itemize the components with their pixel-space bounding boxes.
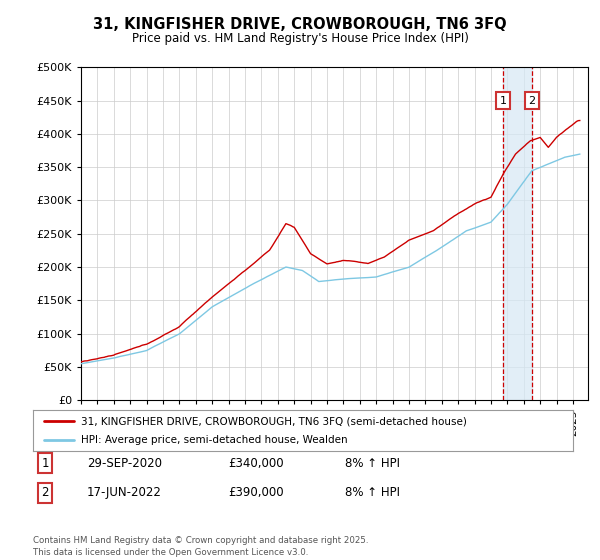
Text: Price paid vs. HM Land Registry's House Price Index (HPI): Price paid vs. HM Land Registry's House …	[131, 32, 469, 45]
Text: 8% ↑ HPI: 8% ↑ HPI	[345, 456, 400, 470]
Text: £390,000: £390,000	[228, 486, 284, 500]
Text: 29-SEP-2020: 29-SEP-2020	[87, 456, 162, 470]
Text: 1: 1	[500, 96, 507, 105]
Text: 31, KINGFISHER DRIVE, CROWBOROUGH, TN6 3FQ: 31, KINGFISHER DRIVE, CROWBOROUGH, TN6 3…	[93, 17, 507, 32]
Text: 2: 2	[41, 486, 49, 500]
Text: 1: 1	[41, 456, 49, 470]
Text: HPI: Average price, semi-detached house, Wealden: HPI: Average price, semi-detached house,…	[80, 435, 347, 445]
Text: 17-JUN-2022: 17-JUN-2022	[87, 486, 162, 500]
Bar	[503, 67, 532, 400]
Text: 31, KINGFISHER DRIVE, CROWBOROUGH, TN6 3FQ (semi-detached house): 31, KINGFISHER DRIVE, CROWBOROUGH, TN6 3…	[80, 417, 466, 426]
Text: £340,000: £340,000	[228, 456, 284, 470]
Text: Contains HM Land Registry data © Crown copyright and database right 2025.
This d: Contains HM Land Registry data © Crown c…	[33, 536, 368, 557]
Text: 2: 2	[529, 96, 535, 105]
Text: 8% ↑ HPI: 8% ↑ HPI	[345, 486, 400, 500]
